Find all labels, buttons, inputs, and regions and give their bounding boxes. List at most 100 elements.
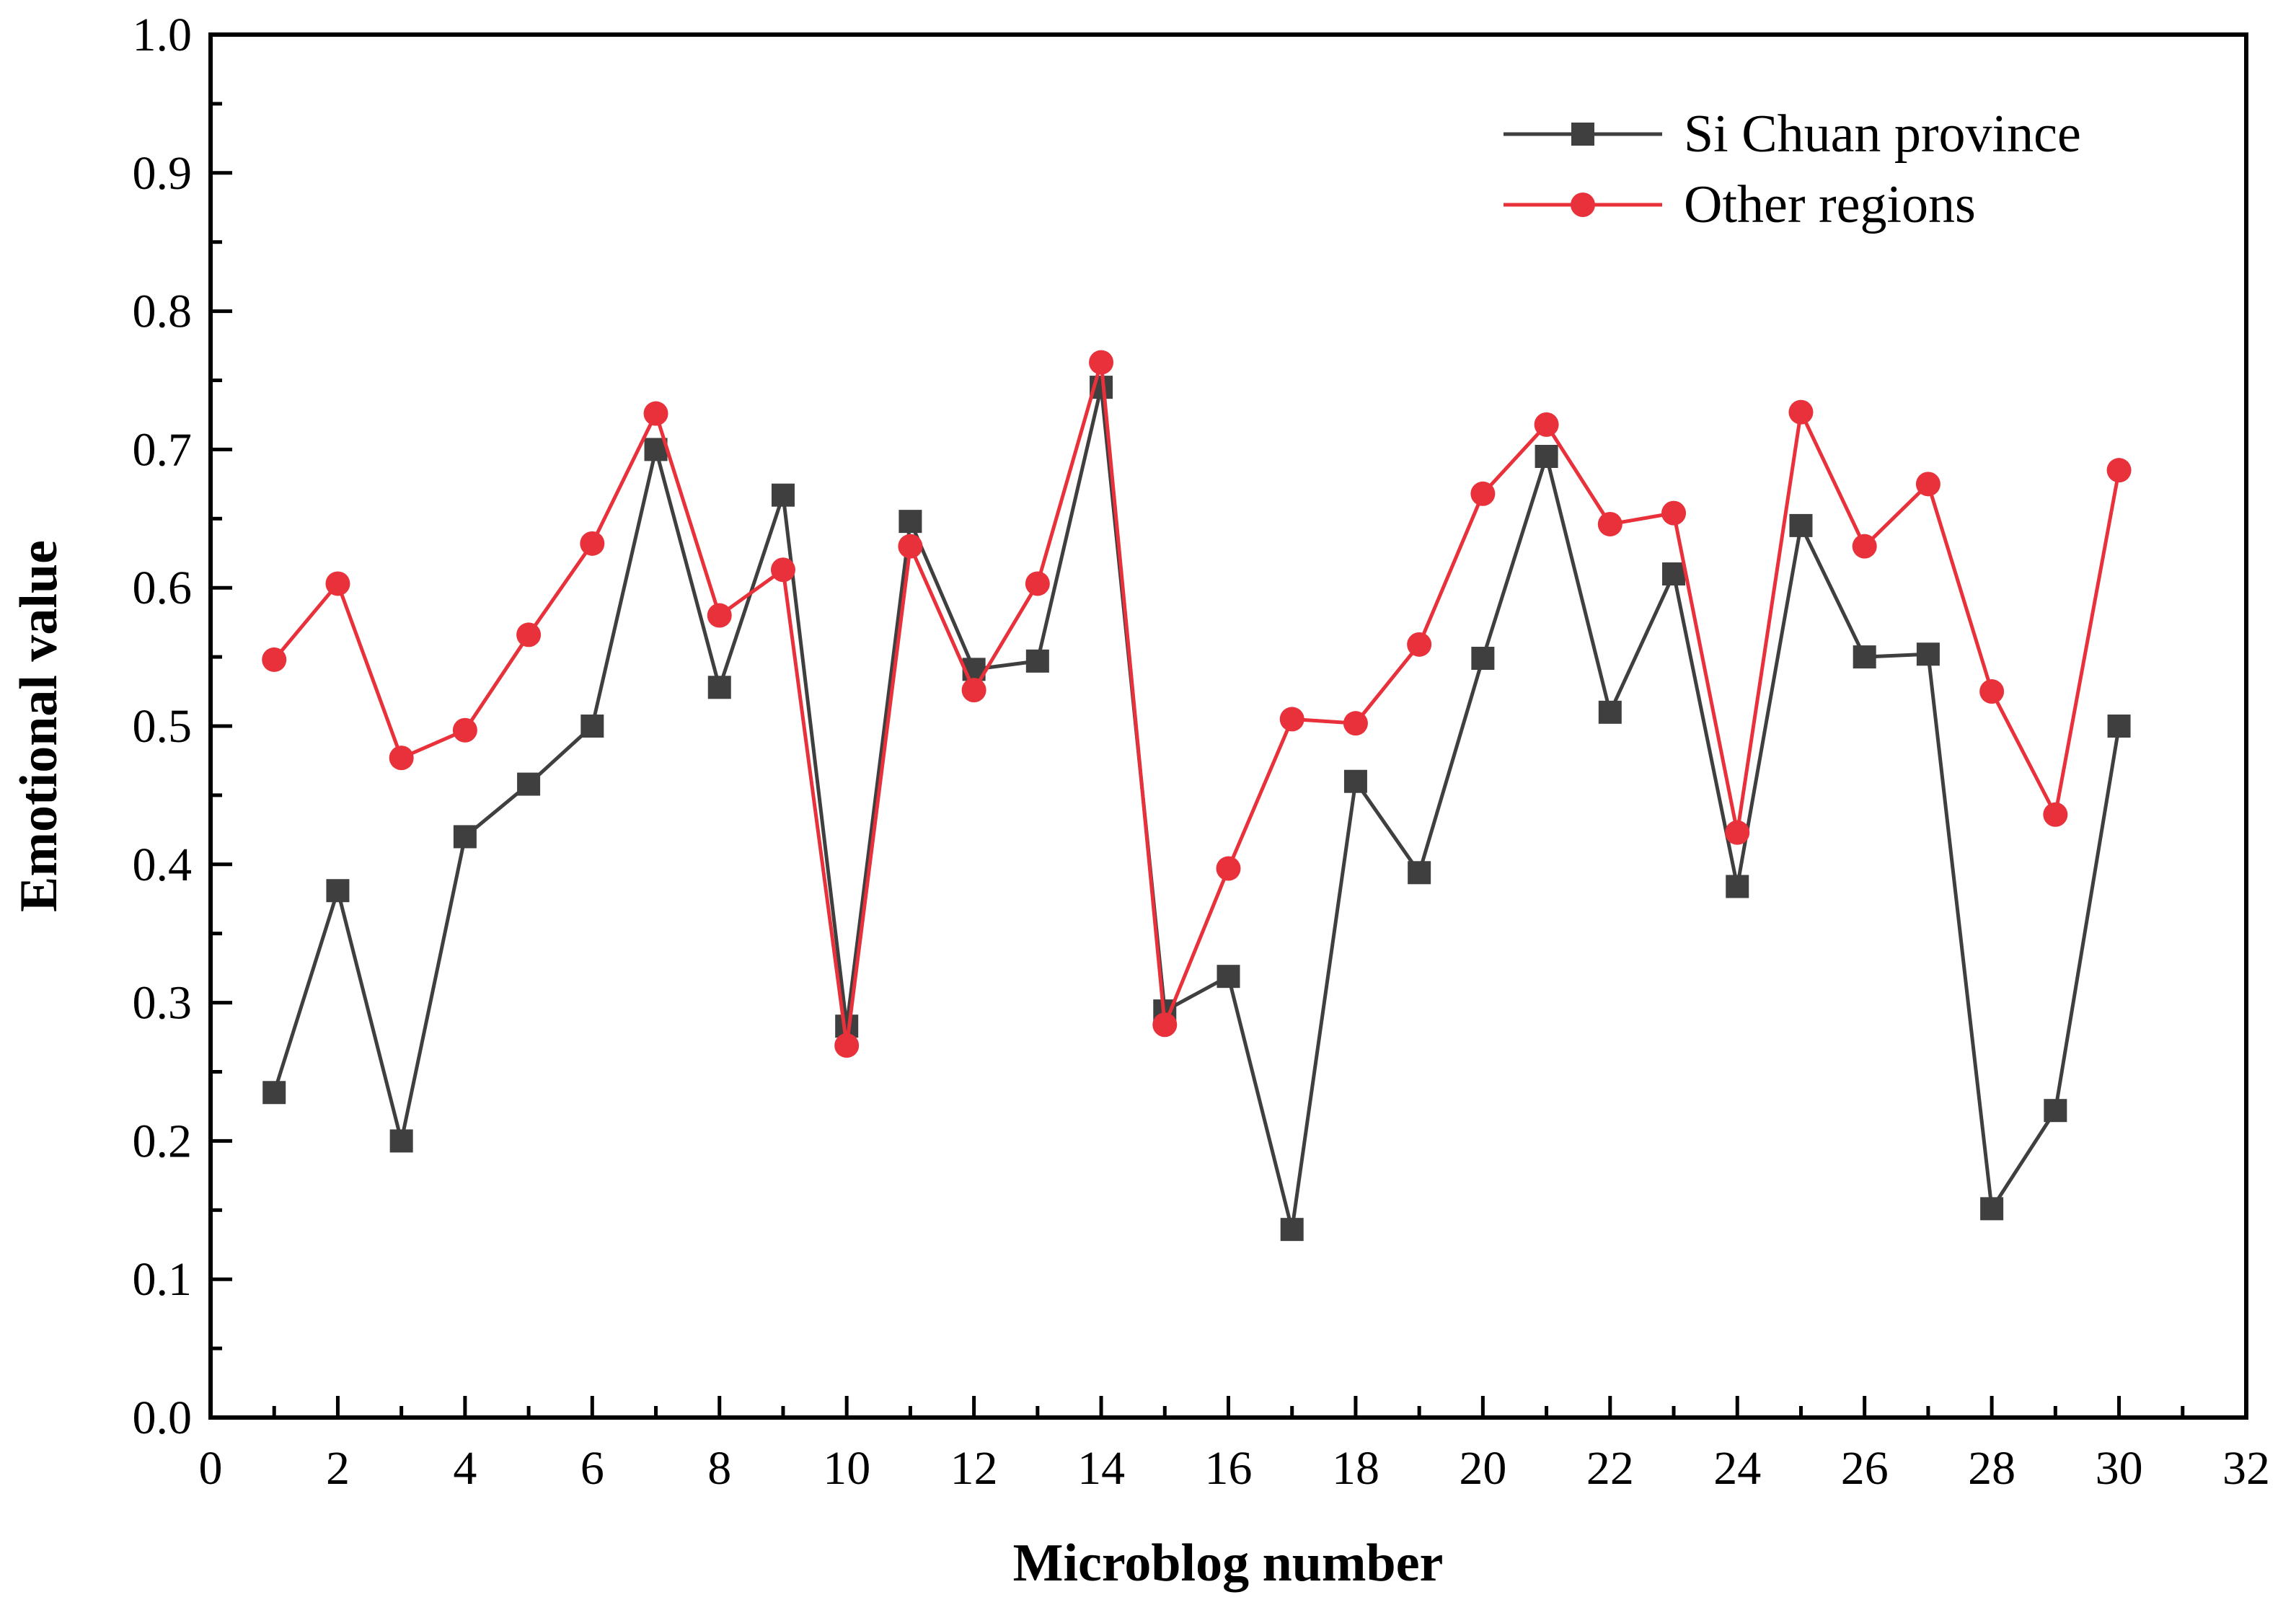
data-point (1343, 711, 1368, 736)
data-point (262, 647, 287, 672)
data-point (262, 1081, 286, 1105)
x-tick-label: 32 (2222, 1442, 2270, 1495)
x-tick-label: 14 (1077, 1442, 1125, 1495)
y-tick-label: 0.9 (133, 147, 193, 200)
data-point (452, 717, 477, 743)
data-point (1216, 856, 1241, 881)
data-point (961, 678, 986, 703)
data-point (580, 715, 604, 738)
x-tick-label: 18 (1332, 1442, 1379, 1495)
y-tick-label: 0.4 (133, 839, 193, 891)
x-tick-label: 8 (707, 1442, 731, 1495)
data-point (771, 483, 795, 507)
data-point (643, 401, 668, 426)
x-tick-label: 30 (2096, 1442, 2143, 1495)
x-tick-label: 2 (326, 1442, 350, 1495)
data-point (770, 557, 795, 583)
legend-marker (1571, 123, 1594, 146)
data-point (517, 772, 541, 796)
y-tick-label: 0.3 (133, 977, 193, 1030)
data-point (1597, 511, 1622, 536)
y-tick-label: 0.1 (133, 1253, 193, 1306)
y-tick-label: 0.5 (133, 700, 193, 753)
data-point (1662, 562, 1686, 586)
x-tick-label: 0 (199, 1442, 223, 1495)
data-point (2107, 715, 2131, 738)
data-point (1661, 500, 1687, 526)
data-point (1788, 399, 1814, 425)
legend-label: Other regions (1684, 175, 1976, 234)
x-tick-label: 22 (1586, 1442, 1634, 1495)
x-tick-label: 16 (1205, 1442, 1253, 1495)
legend: Si Chuan province Other regions (1504, 105, 2081, 234)
x-tick-label: 26 (1841, 1442, 1889, 1495)
data-point (1343, 769, 1367, 793)
y-tick-label: 0.7 (133, 423, 193, 476)
data-point (1407, 632, 1432, 657)
data-point (1408, 861, 1431, 885)
legend-label: Si Chuan province (1684, 105, 2081, 164)
series-1 (262, 350, 2132, 1058)
data-point (516, 622, 542, 647)
data-point (1852, 534, 1877, 559)
legend-item: Other regions (1504, 175, 1976, 234)
legend-marker (1571, 193, 1595, 217)
data-point (1534, 412, 1559, 437)
y-axis-title: Emotional value (9, 540, 69, 912)
data-point (1853, 645, 1876, 669)
data-point (1025, 649, 1049, 673)
data-point (1025, 571, 1050, 596)
y-tick-label: 0.0 (133, 1392, 193, 1444)
data-point (1279, 707, 1304, 732)
data-point (898, 510, 922, 534)
data-point (1598, 700, 1622, 724)
x-tick-label: 20 (1459, 1442, 1506, 1495)
y-tick-label: 0.2 (133, 1115, 193, 1167)
data-point (898, 534, 923, 559)
y-tick-label: 0.8 (133, 286, 193, 338)
data-point (580, 531, 605, 556)
data-point (2106, 458, 2132, 483)
y-tick-label: 0.6 (133, 562, 193, 614)
data-point (834, 1033, 860, 1058)
series-layer (262, 350, 2132, 1242)
y-tick-label: 1.0 (133, 9, 193, 61)
plot-area (208, 32, 2248, 1420)
data-point (1470, 481, 1496, 506)
data-point (2043, 802, 2068, 827)
data-point (1789, 513, 1813, 537)
x-tick-label: 4 (453, 1442, 477, 1495)
x-tick-label: 12 (950, 1442, 998, 1495)
data-point (1280, 1218, 1304, 1242)
series-0 (262, 376, 2131, 1242)
data-point (389, 1129, 413, 1153)
data-point (325, 571, 350, 596)
data-point (2044, 1099, 2067, 1123)
x-tick-label: 6 (580, 1442, 604, 1495)
data-point (1915, 472, 1940, 497)
data-point (326, 879, 350, 903)
data-point (389, 746, 414, 771)
x-axis-ticks: 0 2 4 6 8 10 12 14 16 18 20 22 24 26 28 30 32 (199, 1396, 2270, 1495)
x-tick-label: 28 (1968, 1442, 2015, 1495)
data-point (1980, 1197, 2004, 1221)
series-line (273, 361, 2121, 1048)
data-point (1535, 444, 1558, 468)
data-point (1471, 647, 1495, 671)
x-axis-title: Microblog number (1013, 1534, 1444, 1593)
x-tick-label: 24 (1713, 1442, 1761, 1495)
data-point (1979, 679, 2005, 704)
x-tick-label: 10 (823, 1442, 870, 1495)
data-point (1089, 350, 1114, 375)
y-axis-ticks: 0.0 0.1 0.2 0.3 0.4 0.5 0.6 0.7 0.8 0.9 1.0 (133, 9, 232, 1444)
data-point (707, 676, 731, 699)
data-point (1152, 1012, 1178, 1038)
data-point (1726, 875, 1749, 898)
data-point (453, 825, 477, 849)
data-point (1725, 820, 1750, 845)
data-point (1916, 642, 1940, 666)
data-point (1217, 965, 1240, 989)
legend-item: Si Chuan province (1504, 105, 2081, 164)
